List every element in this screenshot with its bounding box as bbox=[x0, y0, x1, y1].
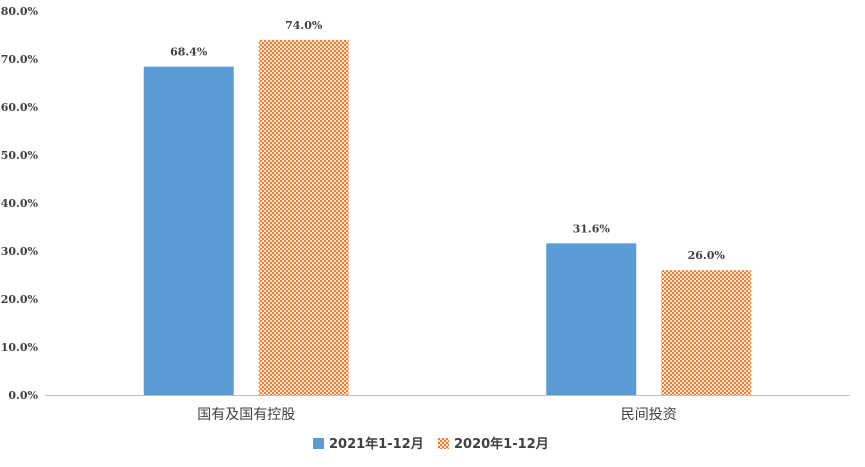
legend: 2021年1-12月 2020年1-12月 bbox=[313, 436, 549, 452]
legend-swatch bbox=[313, 438, 324, 449]
legend-label: 2020年1-12月 bbox=[454, 436, 549, 452]
y-tick-label: 20.0% bbox=[1, 293, 39, 306]
data-labels: 68.4% 74.0% 31.6% 26.0% bbox=[170, 19, 725, 262]
bar-series-1-2 bbox=[546, 243, 637, 395]
y-axis-tick-labels: 0.0% 10.0% 20.0% 30.0% 40.0% 50.0% 60.0% 70.0% 8… bbox=[1, 5, 39, 402]
category-label: 国有及国有控股 bbox=[197, 407, 295, 423]
y-tick-label: 50.0% bbox=[1, 149, 39, 162]
category-label: 民间投资 bbox=[621, 407, 677, 423]
bar-series-2-2 bbox=[661, 270, 752, 395]
bars bbox=[143, 39, 752, 396]
y-tick-label: 80.0% bbox=[1, 5, 39, 18]
bar-series-2-1 bbox=[258, 39, 349, 396]
y-tick-label: 10.0% bbox=[1, 341, 39, 354]
data-label: 74.0% bbox=[285, 19, 323, 32]
y-tick-label: 70.0% bbox=[1, 53, 39, 66]
y-tick-label: 60.0% bbox=[1, 101, 39, 114]
category-labels: 国有及国有控股 民间投资 bbox=[197, 407, 677, 423]
bar-series-1-1 bbox=[143, 66, 234, 396]
legend-swatch bbox=[438, 438, 449, 449]
y-tick-label: 30.0% bbox=[1, 245, 39, 258]
data-label: 68.4% bbox=[170, 46, 208, 59]
data-label: 26.0% bbox=[688, 249, 726, 262]
y-tick-label: 0.0% bbox=[8, 389, 38, 402]
data-label: 31.6% bbox=[573, 222, 611, 235]
legend-label: 2021年1-12月 bbox=[329, 436, 424, 452]
y-tick-label: 40.0% bbox=[1, 197, 39, 210]
